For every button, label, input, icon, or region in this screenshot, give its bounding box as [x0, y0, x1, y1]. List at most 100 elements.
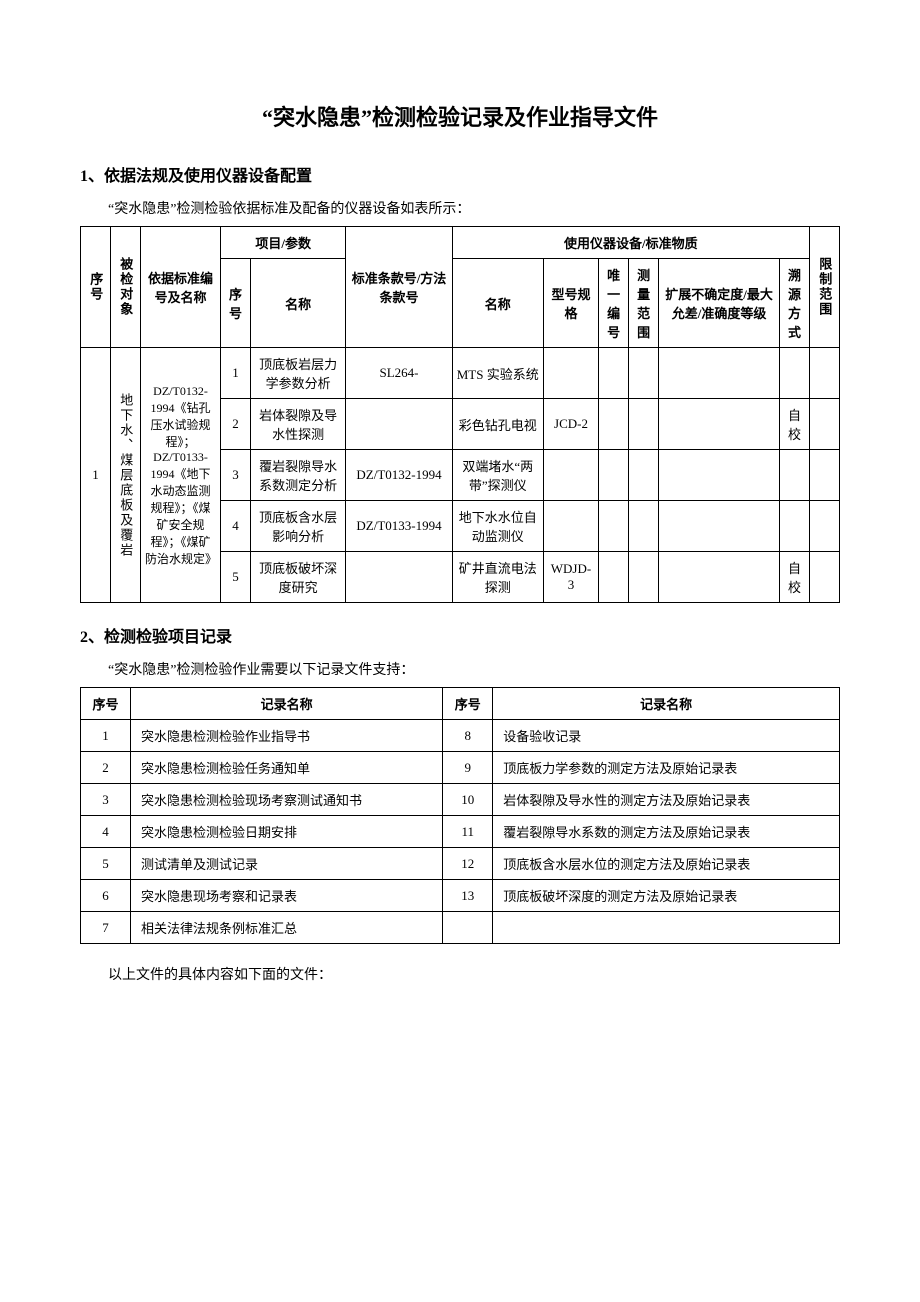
td-uncert — [659, 552, 780, 603]
td-uncert — [659, 348, 780, 399]
td-seq: 1 — [81, 348, 111, 603]
th2-name-right: 记录名称 — [493, 688, 840, 720]
td2-seq-right: 12 — [443, 848, 493, 880]
td-model — [543, 501, 598, 552]
th-seq: 序号 — [88, 272, 104, 302]
td2-seq-right: 10 — [443, 784, 493, 816]
td2-name-right: 设备验收记录 — [493, 720, 840, 752]
td-model: WDJD-3 — [543, 552, 598, 603]
table2-records: 序号 记录名称 序号 记录名称 1突水隐患检测检验作业指导书8设备验收记录2突水… — [80, 687, 840, 944]
td2-seq-right: 13 — [443, 880, 493, 912]
td-object: 地下水、煤层底板及覆岩 — [118, 393, 134, 558]
td2-seq-left: 6 — [81, 880, 131, 912]
table2-row: 7相关法律法规条例标准汇总 — [81, 912, 840, 944]
td2-seq-right: 9 — [443, 752, 493, 784]
table1-equipment: 序号 被检对象 依据标准编号及名称 项目/参数 标准条款号/方法条款号 使用仪器… — [80, 226, 840, 603]
td-trace — [780, 450, 810, 501]
th-projname: 名称 — [251, 259, 346, 348]
td-range — [629, 501, 659, 552]
table2-row: 1突水隐患检测检验作业指导书8设备验收记录 — [81, 720, 840, 752]
section2-heading: 2、检测检验项目记录 — [80, 623, 840, 647]
td-projname: 覆岩裂隙导水系数测定分析 — [251, 450, 346, 501]
th-projseq: 序号 — [221, 259, 251, 348]
td-standard: DZ/T0132-1994《钻孔压水试验规程》；DZ/T0133-1994《地下… — [141, 348, 221, 603]
table2-row: 2突水隐患检测检验任务通知单9顶底板力学参数的测定方法及原始记录表 — [81, 752, 840, 784]
td-uncert — [659, 450, 780, 501]
th-equipment: 使用仪器设备/标准物质 — [452, 227, 809, 259]
td-model — [543, 348, 598, 399]
td-projname: 顶底板破坏深度研究 — [251, 552, 346, 603]
td-limit — [810, 552, 840, 603]
section1-heading: 1、依据法规及使用仪器设备配置 — [80, 162, 840, 186]
td-trace: 自校 — [780, 399, 810, 450]
td2-name-right: 岩体裂隙及导水性的测定方法及原始记录表 — [493, 784, 840, 816]
td-limit — [810, 399, 840, 450]
td-trace — [780, 348, 810, 399]
td-clause — [346, 399, 452, 450]
td-id — [599, 552, 629, 603]
td-eqname: MTS 实验系统 — [452, 348, 543, 399]
td-projseq: 4 — [221, 501, 251, 552]
td2-name-right: 顶底板含水层水位的测定方法及原始记录表 — [493, 848, 840, 880]
th2-name-left: 记录名称 — [131, 688, 443, 720]
td2-name-right: 顶底板破坏深度的测定方法及原始记录表 — [493, 880, 840, 912]
th-projparam: 项目/参数 — [221, 227, 346, 259]
td-id — [599, 501, 629, 552]
td-eqname: 彩色钻孔电视 — [452, 399, 543, 450]
table2-row: 5测试清单及测试记录12顶底板含水层水位的测定方法及原始记录表 — [81, 848, 840, 880]
td-id — [599, 348, 629, 399]
th-eqid: 唯一编号 — [599, 259, 629, 348]
td-clause — [346, 552, 452, 603]
td2-seq-left: 3 — [81, 784, 131, 816]
td-limit — [810, 501, 840, 552]
td2-name-left: 突水隐患检测检验任务通知单 — [131, 752, 443, 784]
td2-name-right: 顶底板力学参数的测定方法及原始记录表 — [493, 752, 840, 784]
th-eqname: 名称 — [452, 259, 543, 348]
td2-seq-right: 8 — [443, 720, 493, 752]
td2-seq-left: 7 — [81, 912, 131, 944]
td-limit — [810, 450, 840, 501]
td-limit — [810, 348, 840, 399]
td-projseq: 1 — [221, 348, 251, 399]
td-trace: 自校 — [780, 552, 810, 603]
td-projseq: 3 — [221, 450, 251, 501]
td-uncert — [659, 501, 780, 552]
td2-name-right — [493, 912, 840, 944]
td-projname: 岩体裂隙及导水性探测 — [251, 399, 346, 450]
section1-intro: “突水隐患”检测检验依据标准及配备的仪器设备如表所示： — [80, 198, 840, 218]
td-eqname: 地下水水位自动监测仪 — [452, 501, 543, 552]
td-model: JCD-2 — [543, 399, 598, 450]
table1-row-1: 1 地下水、煤层底板及覆岩 DZ/T0132-1994《钻孔压水试验规程》；DZ… — [81, 348, 840, 399]
td2-seq-left: 4 — [81, 816, 131, 848]
td2-name-left: 突水隐患检测检验作业指导书 — [131, 720, 443, 752]
td-trace — [780, 501, 810, 552]
td-range — [629, 450, 659, 501]
table1-header-row1: 序号 被检对象 依据标准编号及名称 项目/参数 标准条款号/方法条款号 使用仪器… — [81, 227, 840, 259]
td2-seq-right — [443, 912, 493, 944]
th-eqtrace: 溯源方式 — [780, 259, 810, 348]
td-projseq: 2 — [221, 399, 251, 450]
td-eqname: 双端堵水“两带”探测仪 — [452, 450, 543, 501]
th2-seq-left: 序号 — [81, 688, 131, 720]
td-model — [543, 450, 598, 501]
th2-seq-right: 序号 — [443, 688, 493, 720]
td-id — [599, 399, 629, 450]
td-range — [629, 348, 659, 399]
td-clause: SL264- — [346, 348, 452, 399]
th-limit: 限制范围 — [817, 257, 833, 317]
table2-header-row: 序号 记录名称 序号 记录名称 — [81, 688, 840, 720]
td2-seq-left: 2 — [81, 752, 131, 784]
td2-name-left: 突水隐患检测检验日期安排 — [131, 816, 443, 848]
th-standard: 依据标准编号及名称 — [141, 227, 221, 348]
td2-name-right: 覆岩裂隙导水系数的测定方法及原始记录表 — [493, 816, 840, 848]
td2-seq-right: 11 — [443, 816, 493, 848]
table2-row: 3突水隐患检测检验现场考察测试通知书10岩体裂隙及导水性的测定方法及原始记录表 — [81, 784, 840, 816]
document-title: “突水隐患”检测检验记录及作业指导文件 — [80, 100, 840, 132]
td2-seq-left: 1 — [81, 720, 131, 752]
table2-row: 4突水隐患检测检验日期安排11覆岩裂隙导水系数的测定方法及原始记录表 — [81, 816, 840, 848]
td-uncert — [659, 399, 780, 450]
th-clause: 标准条款号/方法条款号 — [346, 227, 452, 348]
td-clause: DZ/T0132-1994 — [346, 450, 452, 501]
td-projname: 顶底板含水层影响分析 — [251, 501, 346, 552]
th-eqmodel: 型号规格 — [543, 259, 598, 348]
